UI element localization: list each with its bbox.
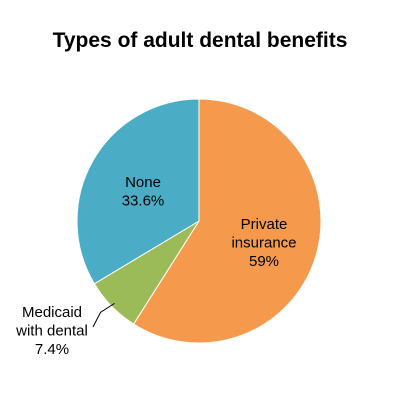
slice-labels: Private insurance 59% Medicaid with dental 7.… (15, 174, 296, 358)
leader-lines (92, 302, 115, 328)
chart-title: Types of adult dental benefits (52, 29, 348, 52)
pie-slice-2 (76, 98, 200, 285)
pie-slice-0 (132, 98, 322, 344)
leader-line-1 (92, 302, 115, 328)
slice-label-2: None 33.6% (122, 174, 165, 210)
pie-slices (76, 98, 322, 344)
slice-label-0: Private insurance 59% (231, 216, 296, 270)
slice-label-1: Medicaid with dental 7.4% (15, 304, 88, 358)
